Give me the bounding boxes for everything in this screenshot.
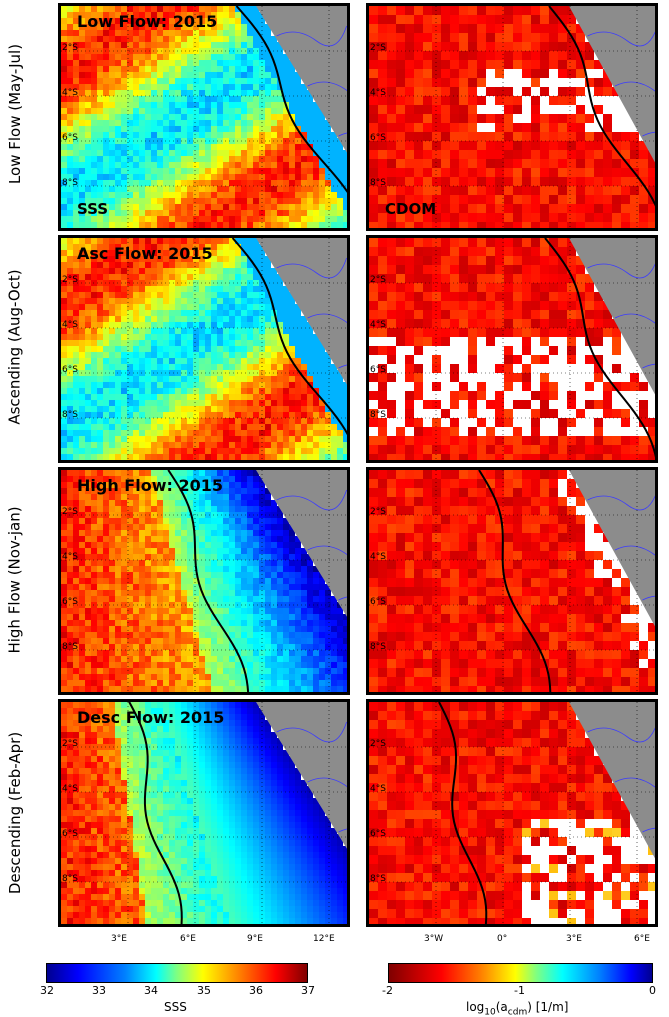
lon-tick: 6°E: [634, 934, 650, 944]
row-label-descending: Descending (Feb-Apr): [0, 699, 30, 927]
lat-tick: 4°S: [370, 552, 386, 562]
lat-tick: 2°S: [62, 739, 78, 749]
cdom-cb-label: log10(acdm) [1/m]: [466, 1000, 568, 1017]
lat-tick: 2°S: [62, 275, 78, 285]
row-label-low-flow: Low Flow (May-Jul): [0, 0, 30, 228]
lat-tick: 8°S: [62, 642, 78, 652]
lat-tick: 2°S: [370, 275, 386, 285]
sss-map-high-flow: High Flow: 2015: [58, 467, 350, 695]
cdom-cb-tick: -2: [382, 984, 393, 997]
lat-tick: 6°S: [370, 365, 386, 375]
lat-tick: 8°S: [370, 410, 386, 420]
row-label-ascending: Ascending (Aug-Oct): [0, 233, 30, 461]
lat-tick: 4°S: [62, 784, 78, 794]
lat-tick: 8°S: [370, 178, 386, 188]
lat-tick: 2°S: [62, 507, 78, 517]
cdom-map-low-flow: CDOM: [366, 3, 658, 231]
map-field: [369, 702, 655, 924]
lon-tick: 3°E: [566, 934, 582, 944]
sss-map-descending: Desc Flow: 2015: [58, 699, 350, 927]
sss-cb-tick: 36: [249, 984, 263, 997]
lat-tick: 6°S: [370, 597, 386, 607]
sss-colorbar: [46, 963, 308, 983]
lat-tick: 4°S: [370, 784, 386, 794]
sss-map-ascending: Asc Flow: 2015: [58, 235, 350, 463]
panel-title: Desc Flow: 2015: [77, 708, 224, 727]
lat-tick: 6°S: [62, 365, 78, 375]
lon-tick: 3°E: [111, 934, 127, 944]
lat-tick: 2°S: [62, 43, 78, 53]
sss-cb-tick: 32: [40, 984, 54, 997]
lat-tick: 6°S: [62, 133, 78, 143]
lat-tick: 4°S: [62, 552, 78, 562]
lat-tick: 2°S: [370, 43, 386, 53]
lat-tick: 8°S: [62, 178, 78, 188]
lat-tick: 2°S: [370, 739, 386, 749]
lat-tick: 6°S: [62, 597, 78, 607]
sss-cb-tick: 34: [144, 984, 158, 997]
lat-tick: 4°S: [370, 88, 386, 98]
sss-cb-label: SSS: [164, 1000, 187, 1014]
sss-map-low-flow: Low Flow: 2015 SSS: [58, 3, 350, 231]
cdom-cb-tick: -1: [514, 984, 525, 997]
lat-tick: 8°S: [370, 642, 386, 652]
lat-tick: 6°S: [370, 133, 386, 143]
map-field: [61, 6, 347, 228]
lon-tick: 0°: [497, 934, 507, 944]
map-field: [61, 238, 347, 460]
lon-tick: 6°E: [180, 934, 196, 944]
sss-cb-tick: 37: [301, 984, 315, 997]
lat-tick: 6°S: [370, 829, 386, 839]
cdom-tag: CDOM: [385, 200, 436, 218]
sss-cb-tick: 33: [92, 984, 106, 997]
lat-tick: 6°S: [62, 829, 78, 839]
map-field: [61, 702, 347, 924]
panel-title: Asc Flow: 2015: [77, 244, 213, 263]
lon-tick: 3°W: [424, 934, 443, 944]
lat-tick: 4°S: [62, 88, 78, 98]
lon-tick: 9°E: [247, 934, 263, 944]
cdom-map-ascending: [366, 235, 658, 463]
map-field: [61, 470, 347, 692]
sss-tag: SSS: [77, 200, 108, 218]
lon-tick: 12°E: [313, 934, 335, 944]
lat-tick: 8°S: [370, 874, 386, 884]
cdom-cb-tick: 0: [649, 984, 656, 997]
map-field: [369, 6, 655, 228]
cdom-colorbar: [388, 963, 653, 983]
panel-title: Low Flow: 2015: [77, 12, 217, 31]
cdom-map-high-flow: [366, 467, 658, 695]
row-label-high-flow: High Flow (Nov-jan): [0, 466, 30, 694]
lat-tick: 4°S: [370, 320, 386, 330]
lat-tick: 8°S: [62, 410, 78, 420]
map-field: [369, 470, 655, 692]
map-field: [369, 238, 655, 460]
lat-tick: 2°S: [370, 507, 386, 517]
sss-cb-tick: 35: [197, 984, 211, 997]
lat-tick: 4°S: [62, 320, 78, 330]
panel-title: High Flow: 2015: [77, 476, 223, 495]
cdom-map-descending: [366, 699, 658, 927]
lat-tick: 8°S: [62, 874, 78, 884]
